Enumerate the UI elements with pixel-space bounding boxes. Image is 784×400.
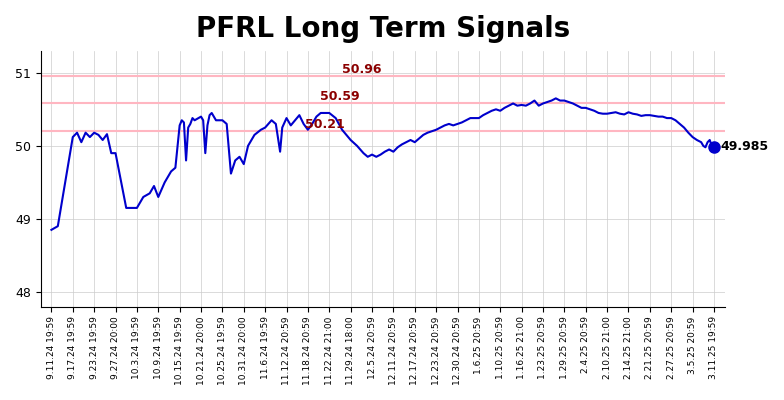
Text: 50.96: 50.96 [342, 63, 381, 76]
Text: 50.21: 50.21 [305, 118, 345, 130]
Title: PFRL Long Term Signals: PFRL Long Term Signals [195, 15, 570, 43]
Text: 49.985: 49.985 [720, 140, 768, 154]
Text: 50.59: 50.59 [320, 90, 360, 103]
